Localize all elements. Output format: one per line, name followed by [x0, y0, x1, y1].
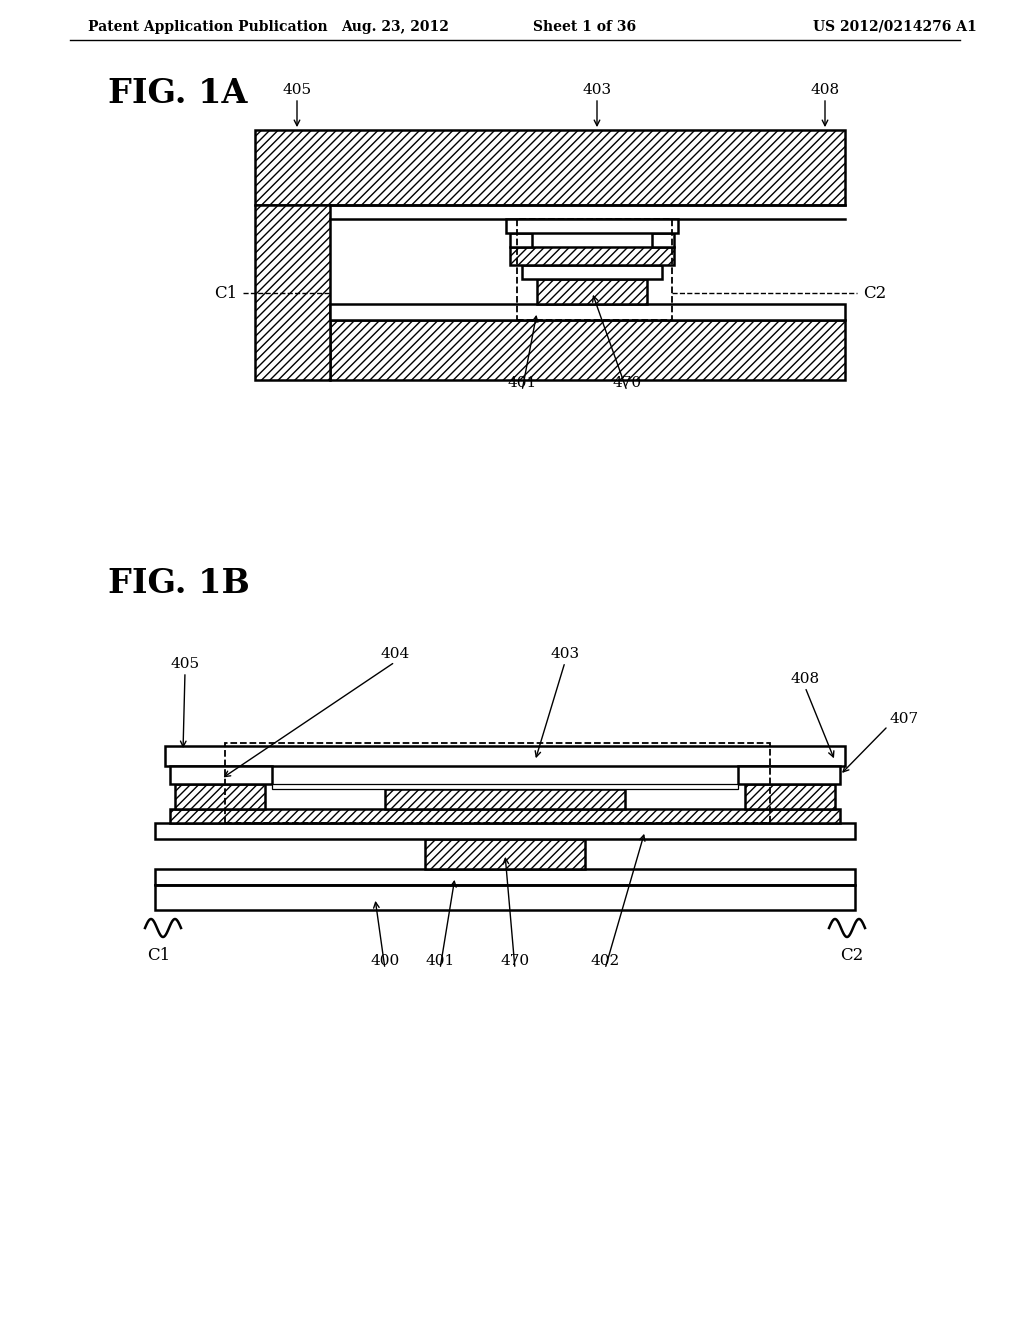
Text: FIG. 1B: FIG. 1B [108, 568, 250, 601]
Bar [510, 234, 532, 247]
Text: 403: 403 [551, 647, 580, 661]
Bar [330, 319, 845, 380]
Text: Patent Application Publication: Patent Application Publication [88, 20, 328, 34]
Text: 408: 408 [810, 83, 840, 96]
Bar [165, 746, 845, 766]
Text: C1: C1 [147, 946, 170, 964]
Text: Sheet 1 of 36: Sheet 1 of 36 [534, 20, 637, 34]
Bar [522, 265, 662, 279]
Text: 404: 404 [380, 647, 410, 661]
Text: C2: C2 [840, 946, 863, 964]
Bar [155, 869, 855, 884]
Bar [385, 789, 625, 809]
Text: 400: 400 [371, 954, 399, 968]
Bar [155, 822, 855, 840]
Bar [255, 129, 845, 205]
Bar [425, 840, 585, 869]
Text: 470: 470 [612, 376, 642, 389]
Bar [652, 234, 674, 247]
Bar [225, 743, 770, 822]
Text: 401: 401 [507, 376, 537, 389]
Bar [170, 809, 840, 822]
Text: 405: 405 [283, 83, 311, 96]
Bar [738, 766, 840, 784]
Bar [330, 304, 845, 319]
Bar [170, 766, 272, 784]
Text: C2: C2 [863, 285, 886, 301]
Bar [155, 884, 855, 909]
Text: 405: 405 [170, 657, 200, 671]
Bar [537, 279, 647, 304]
Text: C1: C1 [214, 285, 237, 301]
Text: 402: 402 [591, 954, 620, 968]
Bar [272, 784, 738, 789]
Text: 403: 403 [583, 83, 611, 96]
Text: 470: 470 [501, 954, 529, 968]
Bar [175, 784, 265, 809]
Text: FIG. 1A: FIG. 1A [108, 77, 248, 110]
Bar [255, 205, 330, 380]
Bar [506, 219, 678, 234]
Text: US 2012/0214276 A1: US 2012/0214276 A1 [813, 20, 977, 34]
Text: Aug. 23, 2012: Aug. 23, 2012 [341, 20, 449, 34]
Bar [517, 219, 672, 319]
Bar [510, 247, 674, 265]
Text: 407: 407 [890, 711, 920, 726]
Text: 401: 401 [425, 954, 455, 968]
Bar [745, 784, 835, 809]
Text: 408: 408 [791, 672, 819, 686]
